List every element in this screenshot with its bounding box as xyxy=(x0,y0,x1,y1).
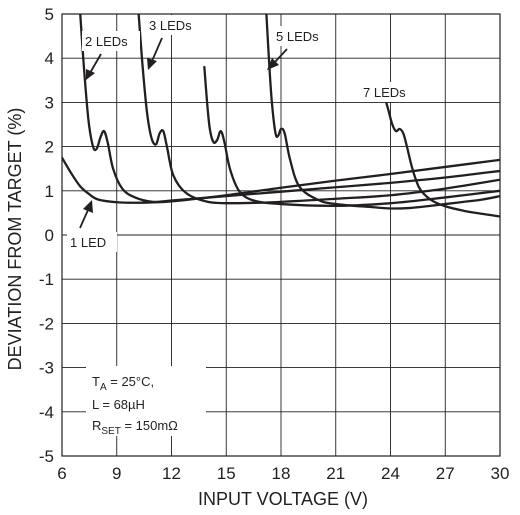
label-3-leds: 3 LEDs xyxy=(146,15,204,70)
x-tick-label: 9 xyxy=(112,464,121,483)
curve-label-2-leds: 2 LEDs xyxy=(85,34,128,49)
x-tick-label: 27 xyxy=(436,464,455,483)
y-tick-label: 4 xyxy=(45,49,54,68)
series-curves xyxy=(62,14,500,218)
y-tick-label: 2 xyxy=(45,138,54,157)
x-tick-label: 21 xyxy=(326,464,345,483)
arrow-2-leds xyxy=(86,69,95,80)
y-tick-label: -3 xyxy=(39,359,54,378)
arrow-5-leds xyxy=(267,58,279,70)
y-tick-label: -2 xyxy=(39,314,54,333)
x-tick-label: 12 xyxy=(162,464,181,483)
curve-label-3-leds: 3 LEDs xyxy=(149,18,192,33)
label-2-leds: 2 LEDs xyxy=(82,31,140,80)
condition-inductance: L = 68µH xyxy=(92,397,145,412)
label-7-leds: 7 LEDs xyxy=(360,82,418,102)
y-tick-label: 1 xyxy=(45,182,54,201)
x-tick-label: 30 xyxy=(491,464,510,483)
series-line-6 xyxy=(383,96,500,218)
test-conditions: TA = 25°C, L = 68µH RSET = 150mΩ xyxy=(86,366,206,437)
y-axis-title: DEVIATION FROM TARGET (%) xyxy=(5,108,25,371)
x-tick-label: 18 xyxy=(272,464,291,483)
x-axis-title: INPUT VOLTAGE (V) xyxy=(198,489,368,509)
condition-temperature: TA = 25°C, xyxy=(92,374,154,393)
curve-label-7-leds: 7 LEDs xyxy=(363,85,406,100)
series-line-2 xyxy=(79,14,500,204)
y-tick-label: -4 xyxy=(39,403,54,422)
arrow-1-led xyxy=(83,200,93,213)
y-axis-tick-labels: 5 4 3 2 1 0 -1 -2 -3 -4 -5 xyxy=(39,5,54,466)
y-tick-label: 5 xyxy=(45,5,54,24)
arrow-3-leds xyxy=(147,58,157,70)
series-line-5 xyxy=(265,14,500,210)
y-tick-label: -5 xyxy=(39,447,54,466)
y-tick-label: 0 xyxy=(45,226,54,245)
series-line-3 xyxy=(137,14,500,205)
label-5-leds: 5 LEDs xyxy=(267,26,331,70)
y-tick-label: -1 xyxy=(39,270,54,289)
label-1-led: 1 LED xyxy=(67,200,117,252)
curve-label-1-led: 1 LED xyxy=(70,235,106,250)
plot-area-border xyxy=(61,13,501,457)
condition-rset: RSET = 150mΩ xyxy=(92,418,178,437)
curve-label-5-leds: 5 LEDs xyxy=(276,29,319,44)
x-tick-label: 24 xyxy=(381,464,400,483)
series-line-4 xyxy=(203,65,500,207)
x-tick-label: 15 xyxy=(217,464,236,483)
x-tick-label: 6 xyxy=(57,464,66,483)
x-axis-tick-labels: 6 9 12 15 18 21 24 27 30 xyxy=(57,464,509,483)
y-tick-label: 3 xyxy=(45,93,54,112)
